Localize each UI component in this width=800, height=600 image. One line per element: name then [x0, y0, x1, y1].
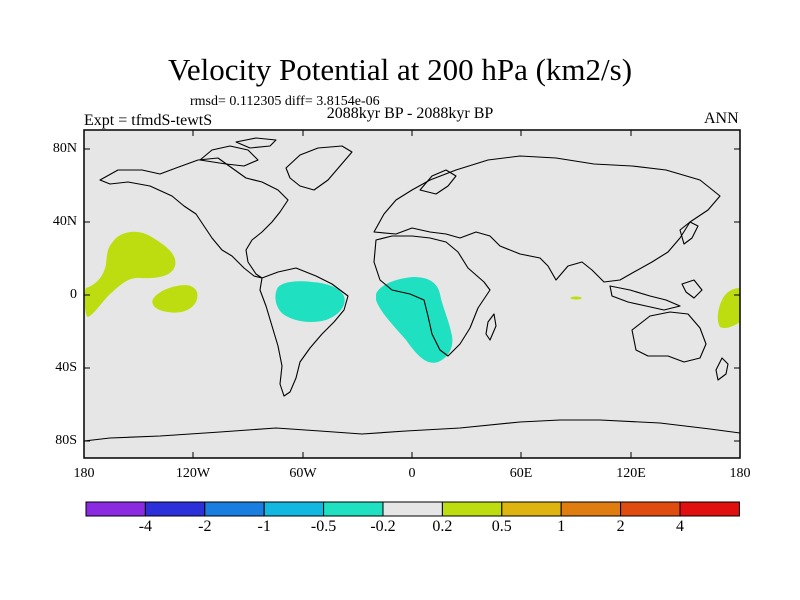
lat-label-0: 0 [70, 287, 77, 302]
coast-antarctica [83, 419, 741, 442]
colorbar-box [679, 501, 740, 517]
lon-label-120e: 120E [616, 466, 646, 481]
lon-label-60w: 60W [289, 466, 317, 481]
colorbar [85, 501, 740, 517]
colorbar-label: -4 [138, 518, 153, 535]
shaded-regions [84, 231, 740, 363]
subtitle: 2088kyr BP - 2088kyr BP [326, 105, 494, 122]
colorbar-label: -0.5 [310, 518, 337, 535]
colorbar-box [144, 501, 206, 517]
lat-label-80s: 80S [55, 433, 77, 448]
colorbar-label: -2 [198, 518, 212, 535]
positive-region-west-pacific [717, 288, 740, 329]
lon-label-180w: 180 [73, 466, 95, 481]
coastlines [83, 137, 741, 442]
coast-north-america [99, 157, 289, 279]
page-title: Velocity Potential at 200 hPa (km2/s) [167, 52, 633, 87]
colorbar-box [85, 501, 146, 517]
colorbar-box [204, 501, 265, 517]
coast-africa [373, 235, 491, 357]
positive-region-north-pacific [84, 231, 176, 317]
coast-greenland [285, 145, 353, 191]
colorbar-box [560, 501, 622, 517]
coast-arctic-islands [199, 137, 277, 167]
colorbar-box [323, 501, 384, 517]
lon-label-120w: 120W [175, 466, 211, 481]
colorbar-label: -1 [257, 518, 271, 535]
lon-label-60e: 60E [509, 466, 533, 481]
colorbar-box [263, 501, 325, 517]
coast-madagascar [485, 313, 497, 341]
lat-label-80n: 80N [52, 141, 77, 156]
negative-region-atlantic-africa [376, 277, 453, 363]
colorbar-label: 2 [616, 518, 625, 535]
positive-region-indian-ocean [570, 296, 582, 300]
coast-new-zealand [715, 357, 729, 381]
coast-europe-north [419, 169, 457, 195]
colorbar-label: 4 [676, 518, 684, 535]
coast-australia [631, 311, 707, 363]
negative-region-south-america [275, 281, 345, 322]
colorbar-box [620, 501, 681, 517]
positive-region-south-pacific [152, 285, 198, 313]
colorbar-label: 0.5 [491, 518, 512, 535]
colorbar-box [501, 501, 562, 517]
coast-japan [679, 221, 699, 245]
lat-label-40n: 40N [52, 214, 77, 229]
colorbar-label: 0.2 [432, 518, 453, 535]
axis-ticks [84, 130, 740, 458]
colorbar-label: 1 [557, 518, 566, 535]
colorbar-box [382, 501, 443, 517]
colorbar-box [441, 501, 503, 517]
lon-label-0: 0 [408, 466, 416, 481]
stats-line: rmsd= 0.112305 diff= 3.8154e-06 [190, 94, 380, 109]
coast-eurasia [373, 155, 721, 283]
coast-southeast-asia [609, 279, 703, 311]
season-label: ANN [704, 110, 739, 127]
colorbar-label: -0.2 [370, 518, 396, 535]
coast-south-america [259, 267, 349, 397]
lon-label-180e: 180 [729, 466, 751, 481]
experiment-label: Expt = tfmdS-tewtS [84, 112, 213, 129]
lat-label-40s: 40S [55, 360, 77, 375]
